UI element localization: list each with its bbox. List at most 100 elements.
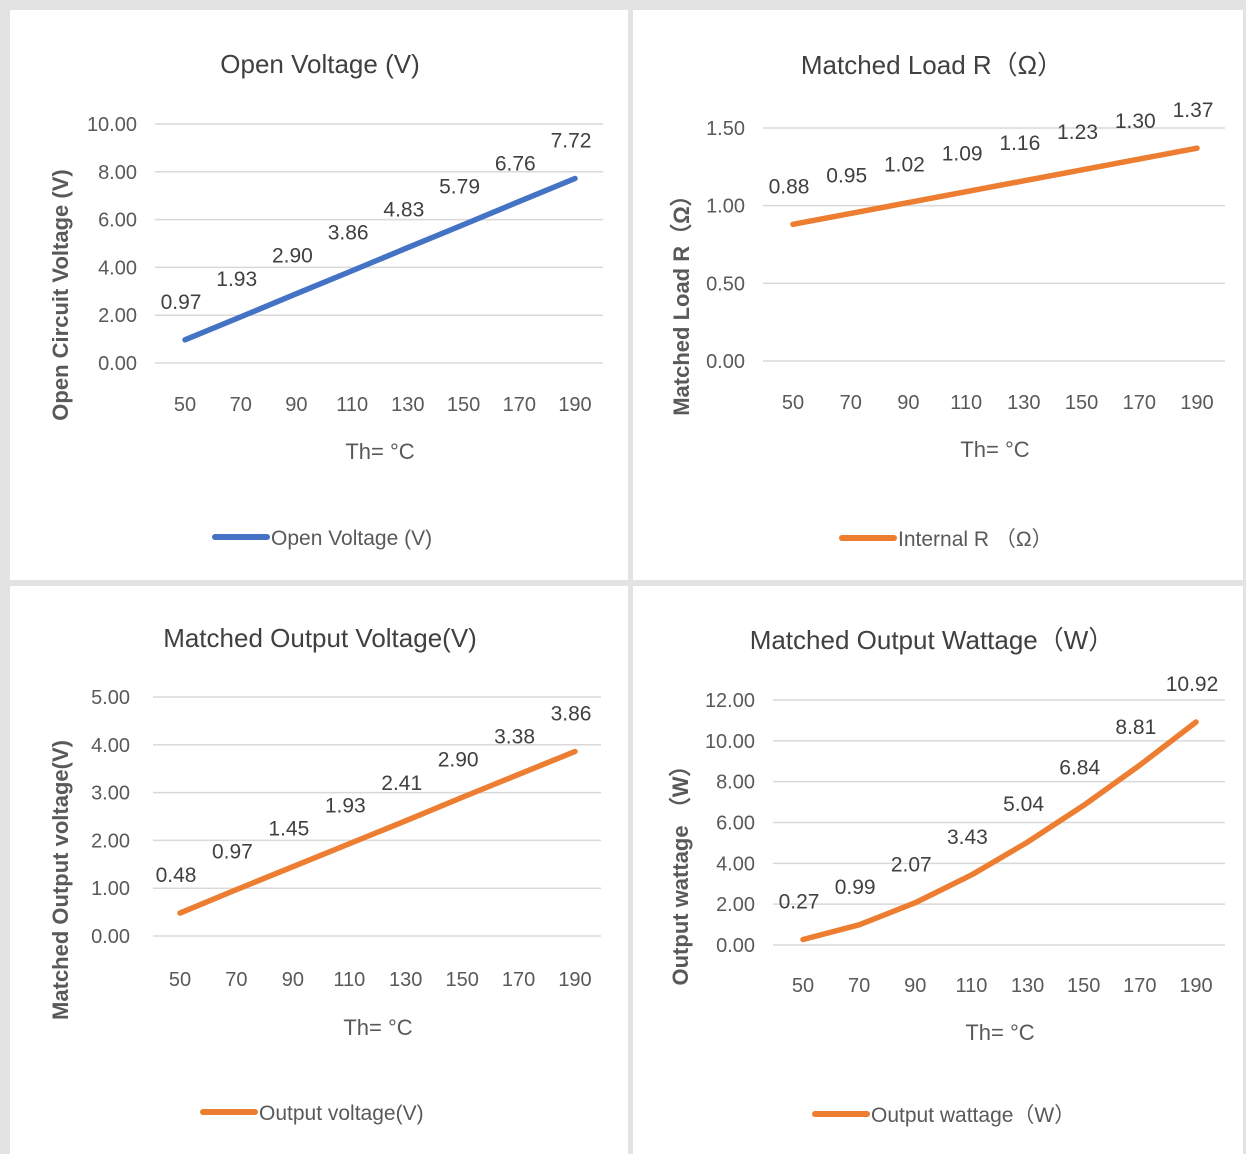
chart-1-data-point [461, 222, 467, 228]
chart-4-data-label: 5.04 [1003, 793, 1044, 816]
chart-3-y-tick-label: 1.00 [91, 878, 130, 900]
chart-2-x-tick-label: 150 [1065, 392, 1098, 414]
chart-2-x-tick-label: 110 [950, 392, 982, 414]
chart-1-data-label: 0.97 [161, 291, 202, 314]
chart-2-y-tick-label: 0.00 [706, 351, 745, 373]
chart-2-data-point [963, 189, 969, 195]
chart-4-legend-label: Output wattage（W） [871, 1104, 1075, 1127]
chart-4-x-tick-label: 130 [1011, 975, 1044, 997]
chart-4-y-tick-label: 6.00 [716, 813, 755, 835]
chart-1-x-tick-label: 170 [503, 394, 536, 416]
chart-3-y-tick-label: 3.00 [91, 783, 130, 805]
chart-4-data-label: 2.07 [891, 854, 932, 877]
chart-1-y-tick-label: 2.00 [98, 305, 137, 327]
chart-4-data-label: 8.81 [1115, 716, 1156, 739]
chart-1-data-point [238, 314, 244, 320]
chart-3-x-tick-label: 50 [169, 969, 191, 991]
chart-3-data-point [233, 887, 239, 893]
chart-1-x-tick-label: 90 [285, 394, 307, 416]
chart-1-series-line [182, 175, 578, 343]
frame-left-border [0, 0, 10, 1154]
chart-1-data-label: 4.83 [383, 199, 424, 222]
panel-divider-vertical [628, 0, 633, 1154]
chart-3-data-point [346, 841, 352, 847]
chart-1-data-label: 5.79 [439, 176, 480, 199]
chart-3-x-tick-label: 90 [282, 969, 304, 991]
chart-2-y-tick-label: 1.50 [706, 118, 745, 140]
chart-4-data-label: 0.27 [779, 890, 820, 913]
chart-2-data-point [848, 210, 854, 216]
chart-2-data-point [790, 221, 796, 227]
chart-1-data-label: 2.90 [272, 245, 313, 268]
chart-1-data-point [182, 337, 188, 343]
chart-2-x-tick-label: 50 [782, 392, 804, 414]
chart-1-title: Open Voltage (V) [220, 49, 419, 79]
chart-3-data-label: 1.93 [325, 795, 366, 818]
chart-1-y-tick-label: 10.00 [87, 114, 137, 136]
chart-4-x-tick-label: 70 [848, 975, 870, 997]
chart-1-data-point [349, 268, 355, 274]
chart-4-y-tick-label: 0.00 [716, 935, 755, 957]
chart-4-x-tick-label: 150 [1067, 975, 1100, 997]
chart-3-y-tick-label: 0.00 [91, 926, 130, 948]
chart-2-data-label: 1.30 [1115, 110, 1156, 133]
chart-4-data-label: 3.43 [947, 826, 988, 849]
chart-2-data-point [1021, 178, 1027, 184]
chart-4-x-axis-title: Th= °C [965, 1020, 1034, 1045]
chart-1-x-axis-title: Th= °C [345, 439, 414, 464]
chart-4-data-point [1025, 839, 1031, 845]
chart-4-data-point [800, 936, 806, 942]
chart-1-data-label: 6.76 [495, 152, 536, 175]
chart-2-data-point [1194, 145, 1200, 151]
chart-1-y-tick-label: 0.00 [98, 353, 137, 375]
chart-3-y-tick-label: 5.00 [91, 687, 130, 709]
chart-2-data-label: 1.16 [999, 132, 1040, 155]
chart-3-data-point [290, 864, 296, 870]
chart-2-legend-label: Internal R （Ω） [898, 528, 1053, 551]
chart-3-data-label: 0.48 [156, 864, 197, 887]
chart-2-data-point [1079, 167, 1085, 173]
chart-4-x-tick-label: 90 [904, 975, 926, 997]
chart-2-data-point [905, 200, 911, 206]
chart-3-legend-label: Output voltage(V) [259, 1102, 424, 1125]
chart-2-x-tick-label: 170 [1123, 392, 1156, 414]
chart-2-y-axis-title: Matched Load R（Ω） [669, 184, 694, 416]
frame-right-border [1243, 0, 1246, 1154]
chart-4-x-tick-label: 110 [955, 975, 987, 997]
chart-3-series-line [177, 748, 578, 916]
chart-2-data-label: 1.09 [942, 143, 983, 166]
chart-4-y-tick-label: 2.00 [716, 894, 755, 916]
chart-2-x-tick-label: 130 [1007, 392, 1040, 414]
panel-divider-horizontal [0, 580, 1246, 586]
chart-3-x-tick-label: 110 [333, 969, 365, 991]
chart-2-data-label: 1.23 [1057, 121, 1098, 144]
chart-1-data-label: 7.72 [551, 129, 592, 152]
chart-3-data-label: 1.45 [268, 818, 309, 841]
chart-4-y-axis-title: Output wattage （W） [668, 755, 693, 986]
chart-1-legend-label: Open Voltage (V) [271, 527, 432, 550]
chart-3-data-label: 2.90 [438, 748, 479, 771]
chart-2-x-axis-title: Th= °C [960, 437, 1029, 462]
chart-2-title: Matched Load R（Ω） [801, 50, 1063, 80]
chart-2-y-tick-label: 0.50 [706, 273, 745, 295]
chart-3-x-axis-title: Th= °C [343, 1015, 412, 1040]
chart-3-data-point [177, 910, 183, 916]
chart-2-x-tick-label: 90 [897, 392, 919, 414]
chart-3-data-point [516, 771, 522, 777]
chart-1-x-tick-label: 110 [336, 394, 368, 416]
chart-4-x-tick-label: 170 [1123, 975, 1156, 997]
chart-3-y-tick-label: 2.00 [91, 830, 130, 852]
chart-4-data-point [1137, 762, 1143, 768]
chart-2-x-tick-label: 70 [840, 392, 862, 414]
chart-1-data-point [516, 198, 522, 204]
chart-1-y-tick-label: 4.00 [98, 257, 137, 279]
frame-top-border [0, 0, 1246, 10]
chart-2-data-label: 1.02 [884, 154, 925, 177]
chart-3-data-point [572, 748, 578, 754]
chart-1-x-tick-label: 50 [174, 394, 196, 416]
chart-3-y-axis-title: Matched Output voltage(V) [48, 740, 73, 1020]
chart-4-series-line [800, 719, 1199, 943]
chart-1-x-tick-label: 130 [391, 394, 424, 416]
chart-2-data-point [1136, 156, 1142, 162]
